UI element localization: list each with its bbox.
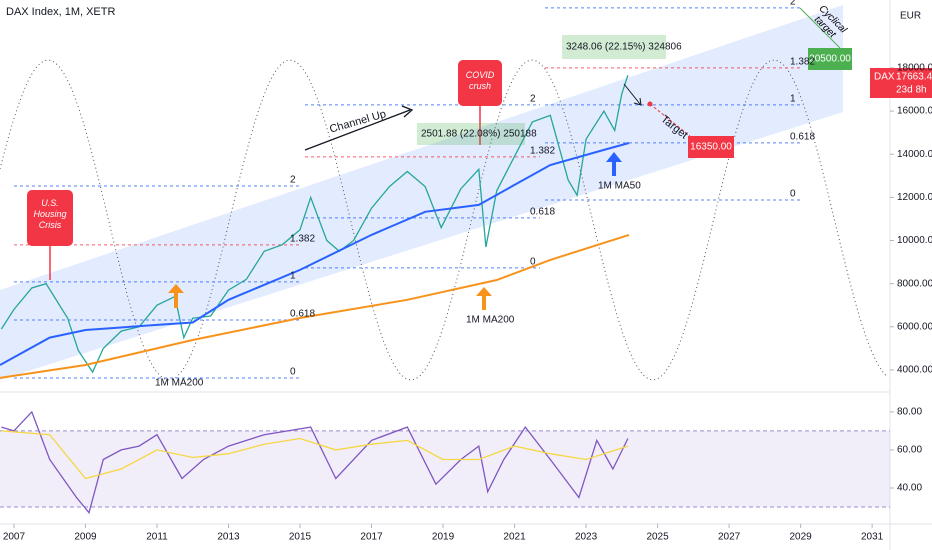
rsi-line <box>1 410 629 515</box>
target-label: 16350.00 <box>690 142 732 153</box>
fib-label: 0.618 <box>530 207 555 218</box>
annotation: 1M MA200 <box>466 315 515 326</box>
callout <box>458 60 502 106</box>
annotation: Cyclical target <box>811 4 848 41</box>
y-tick-label: 16000.00 <box>897 106 932 117</box>
cycle-curve <box>0 59 889 381</box>
measure-label: 3248.06 (22.15%) 324806 <box>566 42 682 53</box>
fib-label: 0.618 <box>290 309 315 320</box>
fib-label: 1.382 <box>530 146 555 157</box>
arrow-up <box>606 152 622 176</box>
fib-label: 1 <box>290 271 296 282</box>
fib-label: 0 <box>790 189 796 200</box>
x-tick-label: 2015 <box>289 532 312 543</box>
y-tick-label: 12000.00 <box>897 192 932 203</box>
measure-box <box>562 35 666 59</box>
y-tick-label: 18000.00 <box>897 63 932 74</box>
fib-label: 2 <box>530 94 536 105</box>
x-tick-label: 2027 <box>718 532 741 543</box>
x-tick-label: 2031 <box>861 532 884 543</box>
target-line <box>799 7 841 49</box>
arrow-up <box>168 284 184 308</box>
currency-box <box>892 6 930 26</box>
channel <box>0 5 843 380</box>
moving-average <box>0 142 630 366</box>
x-tick-label: 2023 <box>575 532 598 543</box>
countdown: 23d 8h <box>896 85 927 96</box>
y-tick-label: 8000.00 <box>897 278 932 289</box>
x-tick-label: 2019 <box>432 532 455 543</box>
x-tick-label: 2013 <box>217 532 240 543</box>
x-tick-label: 2011 <box>146 532 168 543</box>
drawings <box>0 7 894 528</box>
currency: EUR <box>900 11 921 22</box>
fib-label: 2 <box>290 175 296 186</box>
callout-text-box: U.S. Housing Crisis <box>33 198 67 230</box>
target-point <box>647 101 653 107</box>
y-tick-label: 10000.00 <box>897 235 932 246</box>
target-label: 20500.00 <box>809 54 851 65</box>
callout-text-box: COVID crush <box>465 70 495 91</box>
fib-label: 0.618 <box>790 132 815 143</box>
y-tick-label: 80.00 <box>897 407 922 418</box>
annotation: 1M MA50 <box>598 181 641 192</box>
x-tick-label: 2017 <box>360 532 383 543</box>
callout-text: U.S. Housing Crisis <box>33 198 67 230</box>
annotation-box: Cyclical target <box>811 4 848 41</box>
measure-label: 2501.88 (22.08%) 250188 <box>421 129 537 140</box>
fib-label: 1.382 <box>290 234 315 245</box>
target-line <box>649 103 691 137</box>
y-tick-label: 4000.00 <box>897 365 932 376</box>
y-tick-label: 40.00 <box>897 483 922 494</box>
moving-average <box>0 233 630 379</box>
price-label: 17663.45 <box>896 72 932 83</box>
y-tick-label: 60.00 <box>897 445 922 456</box>
fib-label: 0 <box>530 257 536 268</box>
price-label-name: DAX <box>874 72 895 83</box>
arrow <box>304 105 414 151</box>
chart-title: DAX Index, 1M, XETR <box>6 6 115 18</box>
price-label-box <box>870 68 932 98</box>
fib-label: 1.382 <box>790 57 815 68</box>
target-box <box>808 48 852 70</box>
target-box <box>688 136 734 158</box>
price-line <box>0 74 629 374</box>
fib-label: 2 <box>790 0 796 8</box>
arrow <box>623 83 642 106</box>
rsi-line <box>1 430 629 480</box>
annotation: 1M MA200 <box>155 378 204 389</box>
rsi-band <box>0 430 890 507</box>
measure-box <box>417 123 525 145</box>
x-tick-label: 2029 <box>789 532 812 543</box>
x-tick-label: 2009 <box>74 532 97 543</box>
callout-text: COVID crush <box>465 70 495 91</box>
fib-label: 1 <box>790 94 796 105</box>
x-tick-label: 2007 <box>3 532 26 543</box>
y-tick-label: 6000.00 <box>897 321 932 332</box>
y-tick-label: 14000.00 <box>897 149 932 160</box>
fib-label: 0 <box>290 367 296 378</box>
arrow-up <box>476 287 492 310</box>
x-tick-label: 2021 <box>503 532 526 543</box>
callout <box>27 190 73 246</box>
x-tick-label: 2025 <box>646 532 669 543</box>
